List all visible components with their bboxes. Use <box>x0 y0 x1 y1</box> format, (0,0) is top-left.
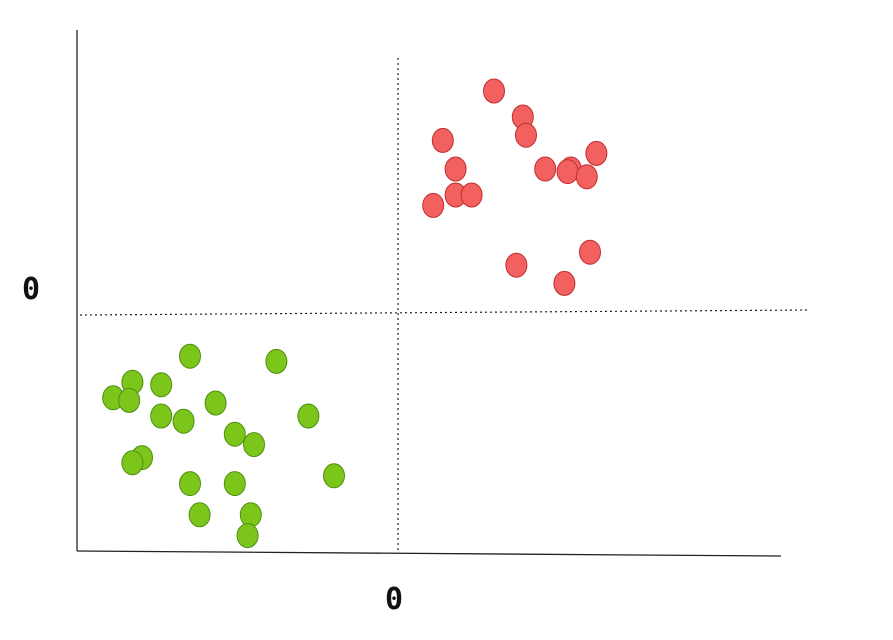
reference-lines <box>79 58 809 552</box>
data-point <box>179 343 201 369</box>
data-point <box>431 127 454 153</box>
data-point <box>236 523 259 549</box>
data-point <box>444 156 467 182</box>
data-points <box>102 78 608 549</box>
data-point <box>297 403 320 429</box>
data-point <box>534 156 557 182</box>
data-point <box>579 239 601 265</box>
data-point <box>265 348 288 374</box>
data-point <box>172 408 195 434</box>
data-point <box>575 164 598 190</box>
data-point <box>553 270 576 296</box>
data-point <box>243 432 265 458</box>
data-point <box>204 390 227 416</box>
axes <box>76 30 782 557</box>
data-point <box>515 122 537 148</box>
data-point <box>483 78 505 104</box>
data-point <box>505 252 528 278</box>
data-point <box>323 463 345 489</box>
x-axis <box>76 550 782 557</box>
data-point <box>422 192 445 218</box>
data-point <box>121 450 144 476</box>
data-point <box>239 502 262 528</box>
y-tick-label: 0 <box>22 272 41 307</box>
data-point <box>223 471 246 497</box>
x-tick-label: 0 <box>385 582 404 617</box>
data-point <box>179 471 201 497</box>
data-point <box>118 387 141 413</box>
data-point <box>150 403 173 429</box>
data-point <box>460 182 483 208</box>
data-point <box>556 159 579 185</box>
data-point <box>188 502 211 528</box>
data-point <box>150 372 173 398</box>
data-point <box>223 421 246 447</box>
data-point <box>585 140 608 166</box>
horizontal-zero-line <box>79 309 809 316</box>
